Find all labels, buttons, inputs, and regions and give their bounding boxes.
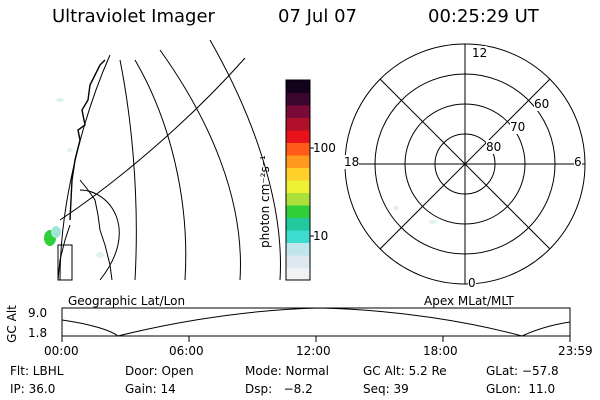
- timeline-xtick: 12:00: [296, 344, 331, 358]
- aurora-emission: [51, 226, 61, 238]
- colorbar-swatch: [286, 205, 310, 218]
- colorbar-swatch: [286, 142, 310, 156]
- meridian-line: [119, 59, 137, 281]
- colorbar-swatch: [286, 117, 310, 131]
- meridian-line: [59, 54, 111, 281]
- polar-grid: [344, 43, 586, 285]
- colorbar-swatch: [286, 255, 310, 268]
- gain-value: Gain: 14: [125, 382, 176, 396]
- title-bar: Ultraviolet Imager 07 Jul 07 00:25:29 UT: [0, 6, 600, 30]
- filter-value: Flt: LBHL: [10, 364, 64, 378]
- lat-label-70: 70: [510, 120, 526, 134]
- geographic-map: [44, 40, 281, 281]
- aurora-emission: [393, 206, 399, 210]
- mlt-label-0: 0: [468, 276, 476, 290]
- colorbar-swatch: [286, 80, 310, 93]
- mode-value: Mode: Normal: [245, 364, 329, 378]
- mlt-label-6: 6: [574, 155, 582, 169]
- mlt-label-18: 18: [344, 155, 360, 169]
- polar-panel-label: Apex MLat/MLT: [424, 294, 514, 308]
- colorbar-label: photon cm⁻²s⁻¹: [258, 155, 272, 248]
- meridian-line: [134, 59, 187, 281]
- time-label: 00:25:29 UT: [428, 6, 539, 27]
- timeline-xtick: 18:00: [423, 344, 458, 358]
- latitude-line: [59, 57, 246, 221]
- timeline-ylabel: GC Alt: [5, 305, 19, 343]
- instrument-name: Ultraviolet Imager: [52, 6, 215, 27]
- altitude-curve-plot: [61, 307, 571, 342]
- instrument-status: Flt: LBHL Door: Open Mode: Normal GC Alt…: [0, 362, 600, 400]
- altitude-curve: [61, 307, 571, 337]
- timeline-frame: [61, 307, 571, 337]
- latitude-line: [79, 189, 120, 281]
- aurora-emission: [56, 98, 64, 102]
- lat-label-80: 80: [486, 140, 502, 154]
- dsp-value: Dsp: −8.2: [245, 382, 313, 396]
- timeline-xtick: 23:59: [558, 344, 593, 358]
- colorbar-tick-100: 100: [313, 141, 336, 155]
- glon-value: GLon: 11.0: [486, 382, 556, 396]
- colorbar: 100 10 photon cm⁻²s⁻¹: [258, 78, 340, 288]
- mlt-label-12: 12: [472, 46, 488, 60]
- colorbar-tick-10: 10: [313, 229, 329, 243]
- polar-axis: [379, 78, 551, 250]
- lat-label-60: 60: [534, 97, 550, 111]
- gc-alt-value: GC Alt: 5.2 Re: [363, 364, 447, 378]
- ip-value: IP: 36.0: [10, 382, 56, 396]
- timeline-ytick-top: 9.0: [28, 306, 48, 320]
- colorbar-swatch: [286, 230, 310, 243]
- meridian-line: [159, 49, 241, 281]
- colorbar-swatch: [286, 167, 310, 181]
- colorbar-swatch: [286, 217, 310, 231]
- colorbar-swatch: [286, 130, 310, 143]
- glat-value: GLat: −57.8: [486, 364, 559, 378]
- seq-value: Seq: 39: [363, 382, 409, 396]
- aurora-emission: [96, 252, 104, 258]
- coastline: [79, 179, 113, 281]
- geo-panel-label: Geographic Lat/Lon: [68, 294, 186, 308]
- date-label: 07 Jul 07: [278, 6, 357, 27]
- door-value: Door: Open: [125, 364, 194, 378]
- coastline: [57, 224, 71, 281]
- colorbar-swatch: [286, 242, 310, 256]
- timeline-xtick: 06:00: [169, 344, 204, 358]
- colorbar-swatch: [286, 92, 310, 106]
- colorbar-swatch: [286, 192, 310, 206]
- colorbar-swatch: [286, 155, 310, 168]
- polar-plot: 12 18 6 0 60 70 80: [338, 40, 600, 295]
- timeline-ytick-bottom: 1.8: [28, 326, 48, 340]
- aurora-emission: [429, 220, 437, 224]
- colorbar-swatch: [286, 267, 310, 281]
- timeline-xtick: 00:00: [44, 344, 79, 358]
- meridian-line: [209, 40, 281, 281]
- coastline: [57, 244, 73, 281]
- aurora-emission: [67, 148, 73, 152]
- colorbar-swatch: [286, 180, 310, 193]
- colorbar-frame: [285, 79, 311, 281]
- altitude-timeline: Geographic Lat/Lon Apex MLat/MLT GC Alt …: [0, 292, 600, 364]
- coastline: [69, 59, 106, 221]
- colorbar-swatch: [286, 105, 310, 118]
- colorbar-gradient: [285, 79, 314, 281]
